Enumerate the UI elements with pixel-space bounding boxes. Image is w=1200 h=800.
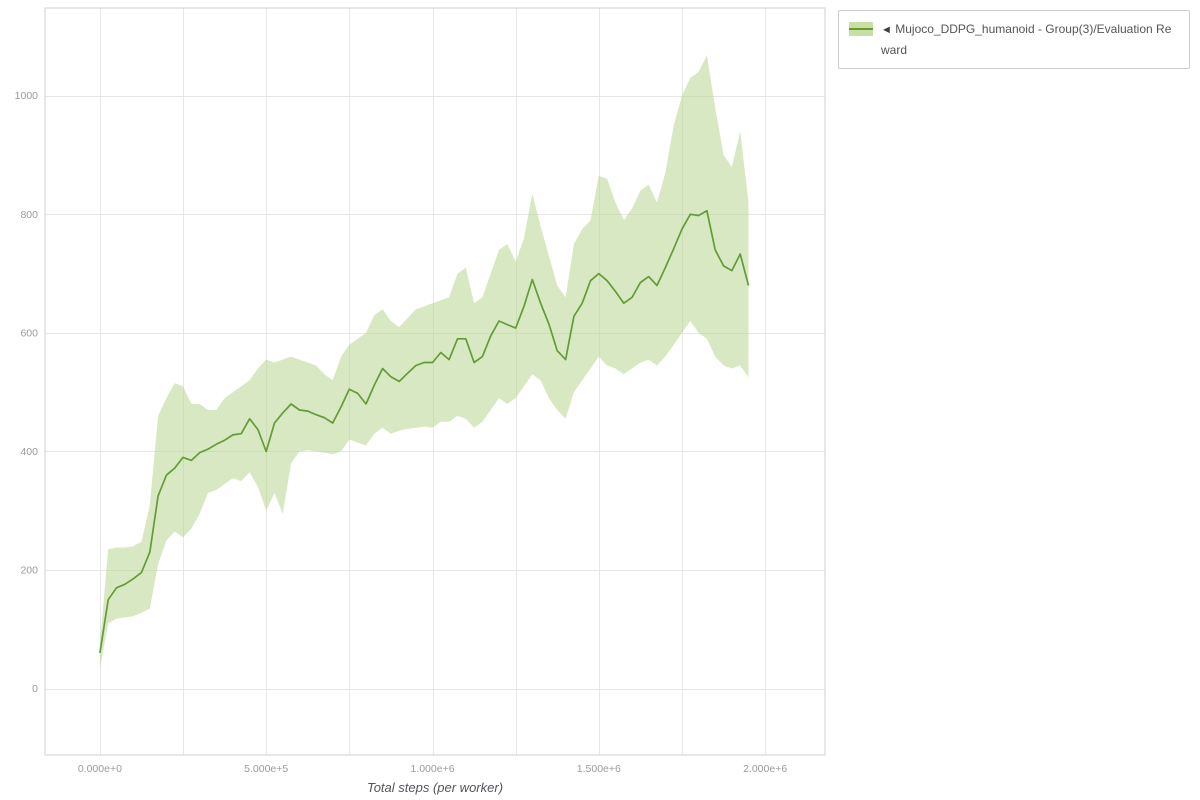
tick-labels: 0.000e+0 5.000e+5 1.000e+6 1.500e+6 2.000e+6…: [15, 90, 788, 775]
series-swatch-line: [849, 28, 873, 30]
series-swatch-icon: [849, 22, 873, 36]
x-tick-label: 5.000e+5: [244, 763, 288, 775]
y-tick-label: 800: [20, 209, 38, 221]
y-tick-label: 400: [20, 446, 38, 458]
x-tick-label: 2.000e+6: [743, 763, 787, 775]
x-axis-label: Total steps (per worker): [366, 780, 504, 795]
legend-box: ◄ Mujoco_DDPG_humanoid - Group(3)/Evalua…: [838, 10, 1190, 70]
legend-entry: ◄ Mujoco_DDPG_humanoid - Group(3)/Evalua…: [881, 19, 1179, 60]
x-tick-label: 0.000e+0: [78, 763, 122, 775]
x-tick-label: 1.500e+6: [577, 763, 621, 775]
legend-label: Mujoco_DDPG_humanoid - Group(3)/Evaluati…: [881, 22, 1172, 57]
y-tick-label: 600: [20, 327, 38, 339]
y-tick-label: 0: [32, 683, 38, 695]
collapse-triangle-icon[interactable]: ◄: [881, 24, 892, 36]
mean-line: [99, 209, 750, 654]
legend-item-evaluation-reward[interactable]: ◄ Mujoco_DDPG_humanoid - Group(3)/Evalua…: [849, 19, 1179, 60]
y-tick-label: 200: [20, 565, 38, 577]
y-tick-label: 1000: [15, 90, 39, 102]
x-tick-label: 1.000e+6: [410, 763, 454, 775]
plot-frame: [44, 7, 826, 756]
